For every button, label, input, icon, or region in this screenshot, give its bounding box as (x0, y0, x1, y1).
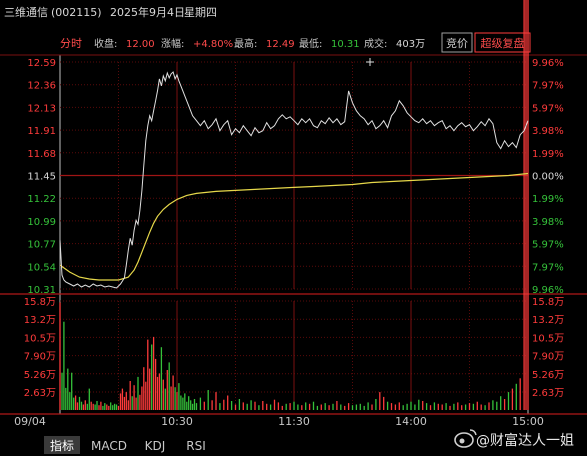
volume-tick-label: 10.5万 (24, 333, 56, 344)
volume-label: 成交: (364, 37, 387, 50)
price-tick-label: 10.77 (27, 240, 56, 251)
pct-tick-label: 7.97% (532, 81, 564, 92)
auction-button[interactable]: 竞价 (441, 32, 473, 53)
time-axis: 09/04 10:30 11:30 14:00 15:00 (14, 415, 544, 428)
watermark-text: @财富达人一姐 (476, 432, 574, 449)
volume-tick-label: 7.90万 (24, 352, 56, 363)
volume-tick-label: 15.8万 (532, 297, 564, 308)
volume-bars (59, 0, 529, 410)
pct-axis-right: 9.96% 7.97% 5.97% 3.98% 1.99% 0.00% 1.99% 3.98%… (532, 58, 564, 296)
volume-value: 403万 (396, 39, 425, 50)
low-label: 最低: (299, 37, 322, 50)
pct-tick-label: 1.99% (532, 149, 564, 160)
volume-tick-label: 13.2万 (24, 315, 56, 326)
high-value: 12.49 (266, 39, 295, 50)
volume-tick-label: 2.63万 (532, 388, 564, 399)
price-line (59, 71, 529, 289)
volume-tick-label: 2.63万 (24, 388, 56, 399)
volume-tick-label: 7.90万 (532, 352, 564, 363)
low-value: 10.31 (331, 39, 360, 50)
average-price-line (59, 172, 529, 281)
pct-tick-label: 7.97% (532, 262, 564, 273)
tab-label: KDJ (145, 439, 166, 453)
super-replay-button-label: 超级复盘 (481, 36, 525, 50)
pct-tick-label: 3.98% (532, 217, 564, 228)
tab-label: RSI (186, 439, 206, 453)
indicator-tabs: 指标 MACD KDJ RSI (44, 436, 206, 454)
price-tick-label: 10.31 (27, 285, 56, 296)
stock-name: 三维通信 (4, 6, 48, 19)
tab-label: 指标 (50, 438, 74, 453)
pct-tick-label: 9.96% (532, 285, 564, 296)
price-tick-label: 11.45 (27, 172, 56, 183)
pct-tick-label: 9.96% (532, 58, 564, 69)
auction-button-label: 竞价 (446, 36, 468, 50)
close-value: 12.00 (126, 39, 155, 50)
price-tick-label: 11.22 (27, 194, 56, 205)
price-tick-label: 12.59 (27, 58, 56, 69)
weibo-watermark: @财富达人一姐 (454, 429, 574, 449)
pct-tick-label: 5.97% (532, 103, 564, 114)
pct-tick-label: 3.98% (532, 126, 564, 137)
price-axis-left: 12.59 12.36 12.13 11.91 11.68 11.45 11.22 10.99… (27, 58, 56, 296)
weekday: 星期四 (184, 6, 217, 19)
pct-tick-label: 1.99% (532, 194, 564, 205)
price-tick-label: 12.36 (27, 81, 56, 92)
tab-active-bg (44, 436, 80, 454)
trade-date: 2025年9月4日 (110, 5, 185, 19)
volume-axis-left: 15.8万 13.2万 10.5万 7.90万 5.26万 2.63万 (24, 297, 56, 399)
time-tick-label: 10:30 (161, 415, 193, 428)
price-tick-label: 11.68 (27, 149, 56, 160)
tab-rsi[interactable]: RSI (186, 439, 206, 453)
tab-label: MACD (91, 439, 127, 453)
tab-macd[interactable]: MACD (91, 439, 127, 453)
price-tick-label: 12.13 (27, 103, 56, 114)
time-tick-label: 11:30 (278, 415, 310, 428)
info-bar: 分时 收盘: 12.00 涨幅: +4.80% 最高: 12.49 最低: 10… (60, 37, 425, 50)
price-tick-label: 10.54 (27, 262, 56, 273)
volume-tick-label: 13.2万 (532, 315, 564, 326)
volume-tick-label: 15.8万 (24, 297, 56, 308)
stock-code: (002115) (51, 6, 102, 19)
pct-tick-label: 0.00% (532, 172, 564, 183)
time-tick-label: 14:00 (395, 415, 427, 428)
price-tick-label: 11.91 (27, 126, 56, 137)
volume-tick-label: 5.26万 (532, 370, 564, 381)
change-value: +4.80% (193, 39, 233, 50)
chart-frames (0, 54, 587, 415)
tab-指标[interactable]: 指标 (44, 436, 80, 454)
super-replay-button[interactable]: 超级复盘 (474, 32, 531, 53)
weibo-logo-icon (454, 429, 477, 448)
mode-label[interactable]: 分时 (60, 37, 82, 50)
tab-kdj[interactable]: KDJ (145, 439, 166, 453)
close-label: 收盘: (94, 37, 117, 50)
chart-grid (60, 61, 528, 410)
change-label: 涨幅: (161, 37, 184, 50)
time-tick-label: 15:00 (512, 415, 544, 428)
volume-axis-right: 15.8万 13.2万 10.5万 7.90万 5.26万 2.63万 (532, 297, 564, 399)
price-tick-label: 10.99 (27, 217, 56, 228)
high-label: 最高: (234, 37, 257, 50)
crosshair-icon (366, 58, 374, 66)
header: 三维通信 (002115) 2025年9月4日 星期四 (4, 5, 217, 19)
volume-tick-label: 10.5万 (532, 333, 564, 344)
pct-tick-label: 5.97% (532, 240, 564, 251)
time-tick-label: 09/04 (14, 415, 46, 428)
volume-tick-label: 5.26万 (24, 370, 56, 381)
